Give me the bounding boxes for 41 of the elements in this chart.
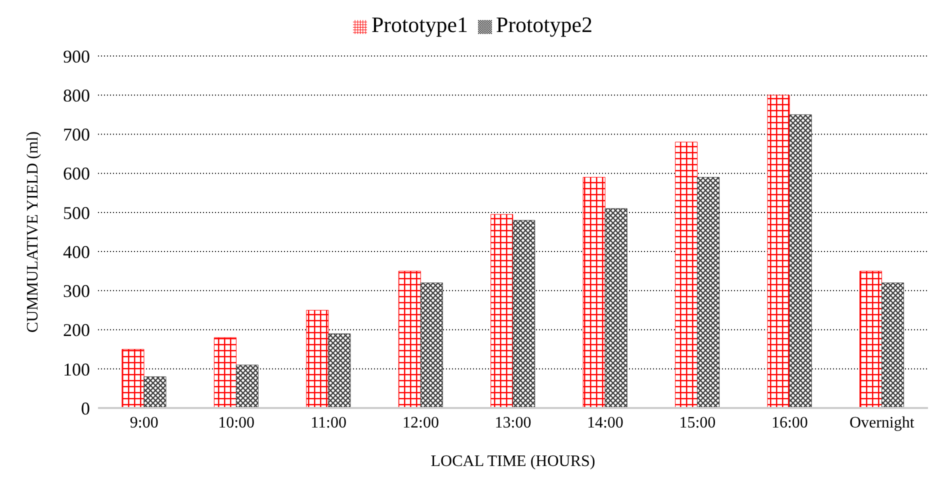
x-tick-label: 12:00: [402, 414, 440, 432]
bar: [604, 208, 628, 408]
bar: [860, 270, 882, 408]
y-axis-title: CUMMULATIVE YIELD (ml): [24, 131, 42, 333]
bar: [882, 282, 904, 408]
x-axis-title: LOCAL TIME (HOURS): [430, 453, 596, 470]
y-tick-label: 300: [63, 281, 90, 302]
y-tick-label: 500: [63, 202, 90, 223]
x-tick-label: 9:00: [130, 414, 158, 432]
x-tick-label: 13:00: [494, 414, 532, 432]
y-tick-label: 600: [63, 164, 90, 184]
x-tick-label: 16:00: [771, 414, 808, 432]
bar: [697, 176, 720, 408]
bar: [675, 142, 698, 408]
bar: [582, 176, 606, 408]
x-tick-label: 10:00: [218, 414, 255, 432]
y-tick-label: 800: [63, 86, 90, 106]
legend-label: Prototype1: [371, 12, 468, 37]
x-tick-label: 15:00: [679, 414, 716, 432]
y-tick-label: 700: [63, 124, 90, 145]
y-tick-label: 0: [81, 398, 90, 418]
x-tick-label: 11:00: [310, 414, 346, 432]
bar: [398, 270, 421, 408]
x-tick-label: 14:00: [586, 414, 624, 432]
y-tick-label: 100: [63, 359, 90, 380]
bar: [236, 364, 258, 408]
bar: [512, 220, 536, 408]
bar: [490, 214, 514, 408]
y-tick-label: 400: [63, 242, 90, 262]
y-tick-label: 200: [63, 320, 90, 340]
bar: [328, 333, 351, 408]
bar: [144, 376, 166, 408]
bar: [122, 349, 144, 408]
y-tick-label: 900: [63, 46, 90, 66]
bar: [214, 337, 236, 408]
bar: [420, 282, 443, 408]
x-tick-label: Overnight: [849, 414, 915, 432]
bar: [767, 94, 790, 408]
legend-label: Prototype2: [496, 12, 593, 37]
bar: [306, 310, 329, 408]
bar: [789, 114, 812, 408]
